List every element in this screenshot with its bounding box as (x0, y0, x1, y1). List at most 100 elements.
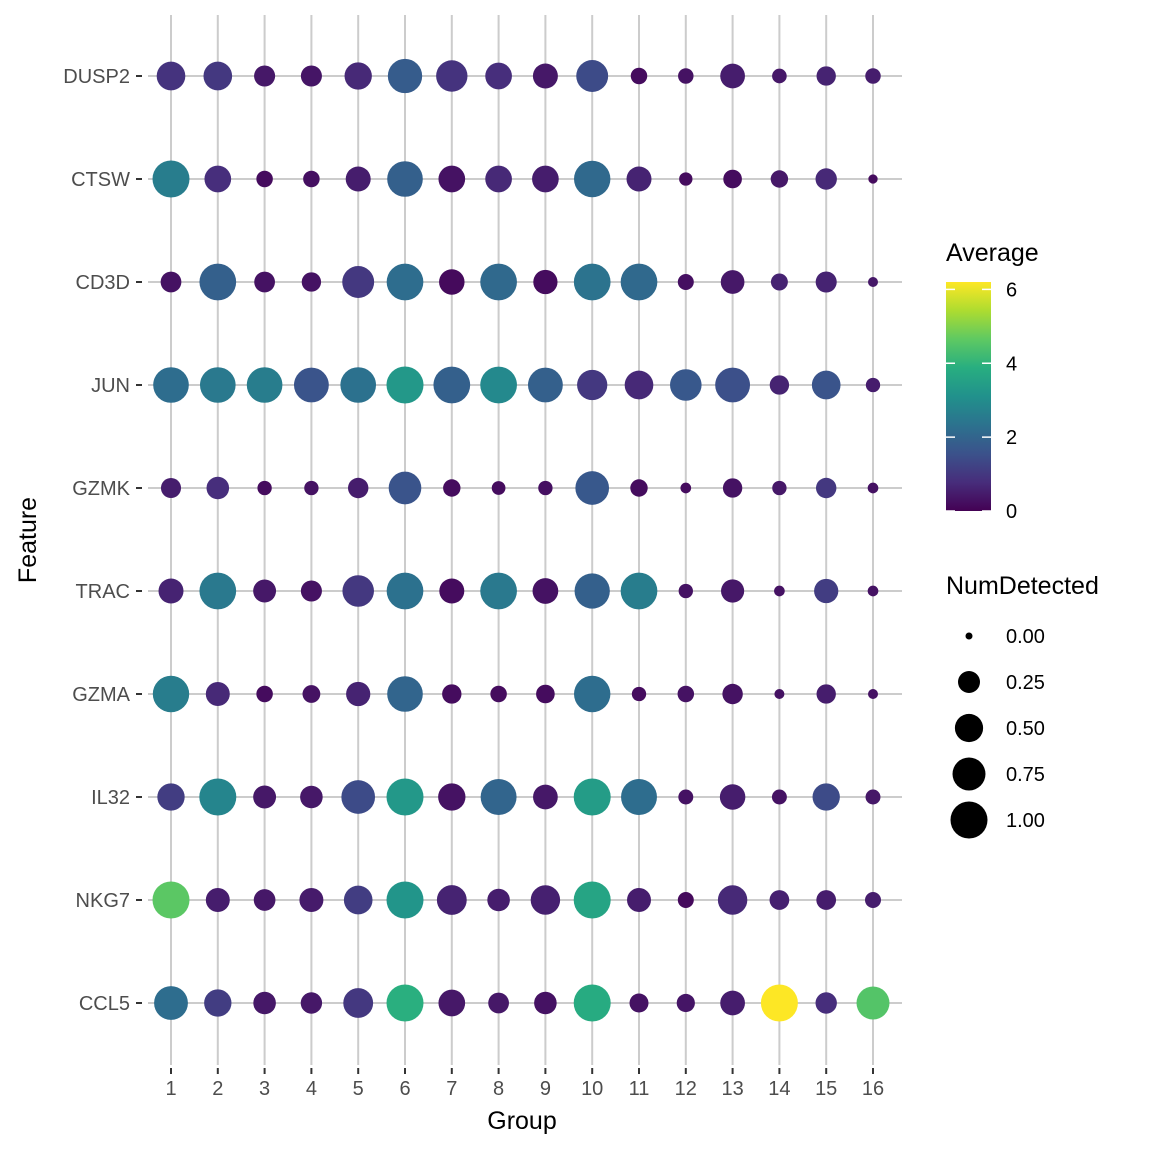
dot-CTSW-group-11 (626, 166, 652, 192)
dot-GZMK-group-6 (388, 471, 422, 505)
dot-CCL5-group-15 (815, 992, 837, 1014)
dot-DUSP2-group-9 (532, 63, 558, 89)
dot-GZMA-group-1 (152, 675, 190, 713)
size-legend-label: 1.00 (1006, 810, 1045, 832)
dot-NKG7-group-9 (530, 885, 561, 915)
dot-CTSW-group-13 (723, 169, 742, 189)
x-axis-title: Group (487, 1107, 556, 1135)
dot-IL32-group-15 (812, 783, 840, 811)
size-legend-dot (965, 632, 973, 640)
dot-IL32-group-3 (253, 785, 277, 809)
dot-IL32-group-4 (300, 785, 323, 809)
size-legend-label: 0.00 (1006, 626, 1045, 648)
dot-NKG7-group-16 (865, 892, 881, 908)
colorbar-tick-label: 6 (1006, 279, 1017, 301)
dot-CD3D-group-5 (342, 266, 375, 298)
dot-GZMK-group-10 (575, 471, 610, 505)
dot-IL32-group-1 (157, 783, 185, 811)
dot-CD3D-group-3 (254, 271, 275, 293)
dot-GZMK-group-13 (722, 478, 743, 498)
dot-GZMA-group-15 (816, 684, 836, 704)
dot-CCL5-group-14 (760, 984, 798, 1022)
dot-JUN-group-10 (577, 369, 608, 401)
dot-TRAC-group-1 (158, 578, 184, 604)
dot-GZMA-group-2 (205, 682, 230, 706)
dot-CTSW-group-7 (438, 165, 466, 193)
dot-CTSW-group-5 (345, 166, 371, 192)
dot-GZMA-group-3 (256, 685, 273, 703)
dot-NKG7-group-8 (487, 888, 510, 912)
dot-GZMK-group-11 (630, 479, 648, 497)
x-tick-label: 7 (446, 1078, 457, 1100)
dot-NKG7-group-7 (436, 885, 467, 915)
dot-DUSP2-group-7 (436, 60, 468, 92)
dot-CTSW-group-8 (485, 165, 512, 193)
dot-CTSW-group-16 (868, 174, 878, 184)
dot-GZMK-group-1 (160, 477, 182, 499)
dot-TRAC-group-5 (342, 575, 374, 607)
dot-GZMK-group-12 (680, 482, 692, 494)
x-tick-label: 10 (581, 1078, 603, 1100)
dot-IL32-group-7 (438, 783, 466, 811)
colorbar (946, 282, 991, 511)
dot-GZMA-group-8 (490, 685, 507, 703)
y-tick-label: IL32 (91, 787, 130, 809)
size-legend-label: 0.75 (1006, 764, 1045, 786)
dot-CD3D-group-12 (677, 274, 694, 290)
dot-TRAC-group-4 (300, 580, 322, 602)
dot-JUN-group-9 (527, 367, 563, 403)
dot-GZMA-group-4 (302, 685, 321, 703)
x-tick-label: 11 (629, 1078, 650, 1100)
y-tick-label: GZMA (72, 684, 130, 706)
colorbar-tick-label: 2 (1006, 427, 1017, 449)
dot-CTSW-group-3 (256, 170, 273, 188)
dot-IL32-group-10 (573, 778, 611, 816)
dot-GZMA-group-11 (631, 686, 647, 702)
y-tick-label: GZMK (72, 478, 130, 500)
dot-CCL5-group-11 (629, 993, 649, 1013)
dot-IL32-group-8 (480, 779, 517, 815)
dot-DUSP2-group-13 (720, 63, 745, 89)
dot-JUN-group-1 (153, 367, 189, 403)
dot-JUN-group-16 (865, 377, 881, 393)
x-tick-label: 12 (675, 1078, 697, 1100)
colorbar-ticks: 0 2 4 6 (946, 279, 1017, 523)
dot-GZMA-group-7 (442, 684, 462, 704)
dot-GZMA-group-9 (536, 684, 555, 704)
y-tick-label: DUSP2 (63, 66, 130, 88)
dot-CTSW-group-10 (574, 160, 611, 198)
x-tick-label: 3 (259, 1078, 270, 1100)
dot-CTSW-group-1 (152, 160, 190, 198)
x-tick-label: 16 (862, 1078, 884, 1100)
dot-GZMK-group-15 (815, 477, 837, 499)
dot-CD3D-group-9 (533, 269, 558, 295)
size-legend-items: 0.00 0.25 0.50 0.75 1.00 (950, 626, 1045, 839)
dot-IL32-group-14 (771, 789, 787, 805)
dot-CTSW-group-15 (815, 168, 837, 190)
dot-CCL5-group-4 (300, 992, 323, 1014)
axes: DUSP2 CTSW CD3D JUN GZMK TRAC GZMA IL32 NKG7 CCL5… (63, 66, 884, 1100)
dot-IL32-group-16 (865, 789, 881, 805)
dot-GZMK-group-2 (206, 476, 230, 500)
x-tick-label: 9 (540, 1078, 551, 1100)
dot-DUSP2-group-1 (156, 61, 186, 91)
dot-JUN-group-3 (246, 367, 283, 403)
size-legend-label: 0.25 (1006, 672, 1045, 694)
dot-CD3D-group-4 (301, 272, 322, 292)
dot-GZMK-group-14 (772, 480, 787, 496)
dot-IL32-group-11 (621, 779, 657, 815)
dot-NKG7-group-15 (816, 890, 837, 910)
dot-NKG7-group-2 (205, 888, 230, 912)
size-legend-dot (958, 671, 980, 693)
dot-NKG7-group-10 (573, 881, 611, 919)
dot-TRAC-group-3 (253, 579, 277, 603)
dot-CD3D-group-8 (480, 263, 517, 301)
dot-CD3D-group-15 (815, 271, 837, 293)
dot-JUN-group-8 (480, 366, 517, 404)
dot-NKG7-group-6 (386, 881, 424, 919)
dot-CCL5-group-1 (154, 986, 188, 1020)
dot-TRAC-group-11 (620, 572, 658, 610)
dot-DUSP2-group-16 (865, 68, 881, 84)
dot-JUN-group-12 (670, 369, 702, 401)
